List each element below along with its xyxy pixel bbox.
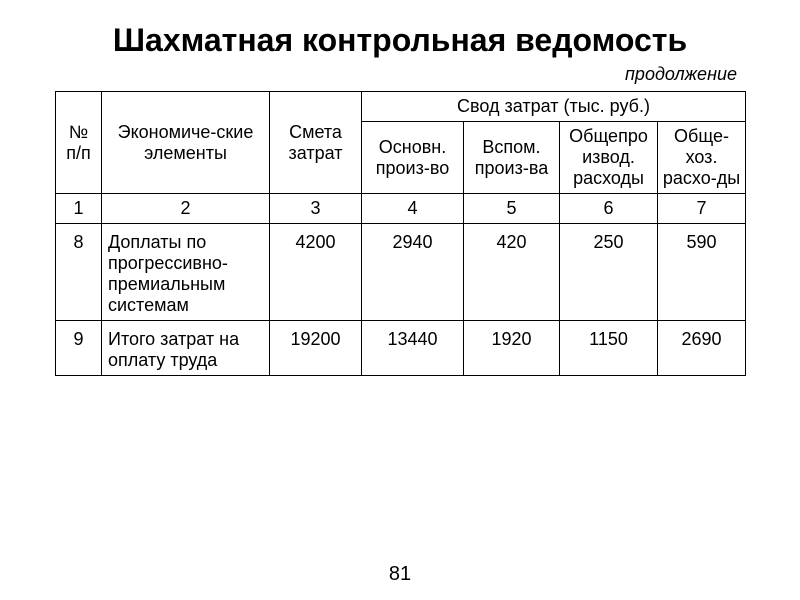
- slide: Шахматная контрольная ведомость продолже…: [0, 0, 800, 600]
- cell-num: 9: [56, 321, 102, 376]
- col-header-estimate: Смета затрат: [270, 92, 362, 194]
- colnum-6: 6: [560, 194, 658, 224]
- cell-desc: Доплаты по прогрессивно-премиальным сист…: [102, 224, 270, 321]
- colnum-4: 4: [362, 194, 464, 224]
- cell-c3: 19200: [270, 321, 362, 376]
- colnum-7: 7: [658, 194, 746, 224]
- col-header-main: Основн. произ-во: [362, 122, 464, 194]
- cell-c4: 13440: [362, 321, 464, 376]
- cell-c3: 4200: [270, 224, 362, 321]
- cell-c7: 2690: [658, 321, 746, 376]
- col-header-prod: Общепро извод. расходы: [560, 122, 658, 194]
- cell-num: 8: [56, 224, 102, 321]
- col-header-elements: Экономиче-ские элементы: [102, 92, 270, 194]
- cell-c5: 1920: [464, 321, 560, 376]
- column-number-row: 1 2 3 4 5 6 7: [56, 194, 746, 224]
- table-row: 8 Доплаты по прогрессивно-премиальным си…: [56, 224, 746, 321]
- continuation-label: продолжение: [55, 64, 737, 85]
- col-header-general: Обще-хоз. расхо-ды: [658, 122, 746, 194]
- table-header: № п/п Экономиче-ские элементы Смета затр…: [56, 92, 746, 194]
- colnum-5: 5: [464, 194, 560, 224]
- colnum-1: 1: [56, 194, 102, 224]
- cost-table: № п/п Экономиче-ские элементы Смета затр…: [55, 91, 746, 376]
- page-number: 81: [0, 563, 800, 586]
- colnum-3: 3: [270, 194, 362, 224]
- cell-c5: 420: [464, 224, 560, 321]
- colnum-2: 2: [102, 194, 270, 224]
- col-header-group: Свод затрат (тыс. руб.): [362, 92, 746, 122]
- cell-c6: 1150: [560, 321, 658, 376]
- cell-desc: Итого затрат на оплату труда: [102, 321, 270, 376]
- cell-c6: 250: [560, 224, 658, 321]
- page-title: Шахматная контрольная ведомость: [55, 20, 745, 60]
- cell-c7: 590: [658, 224, 746, 321]
- col-header-num: № п/п: [56, 92, 102, 194]
- cell-c4: 2940: [362, 224, 464, 321]
- col-header-aux: Вспом. произ-ва: [464, 122, 560, 194]
- table-row: 9 Итого затрат на оплату труда 19200 134…: [56, 321, 746, 376]
